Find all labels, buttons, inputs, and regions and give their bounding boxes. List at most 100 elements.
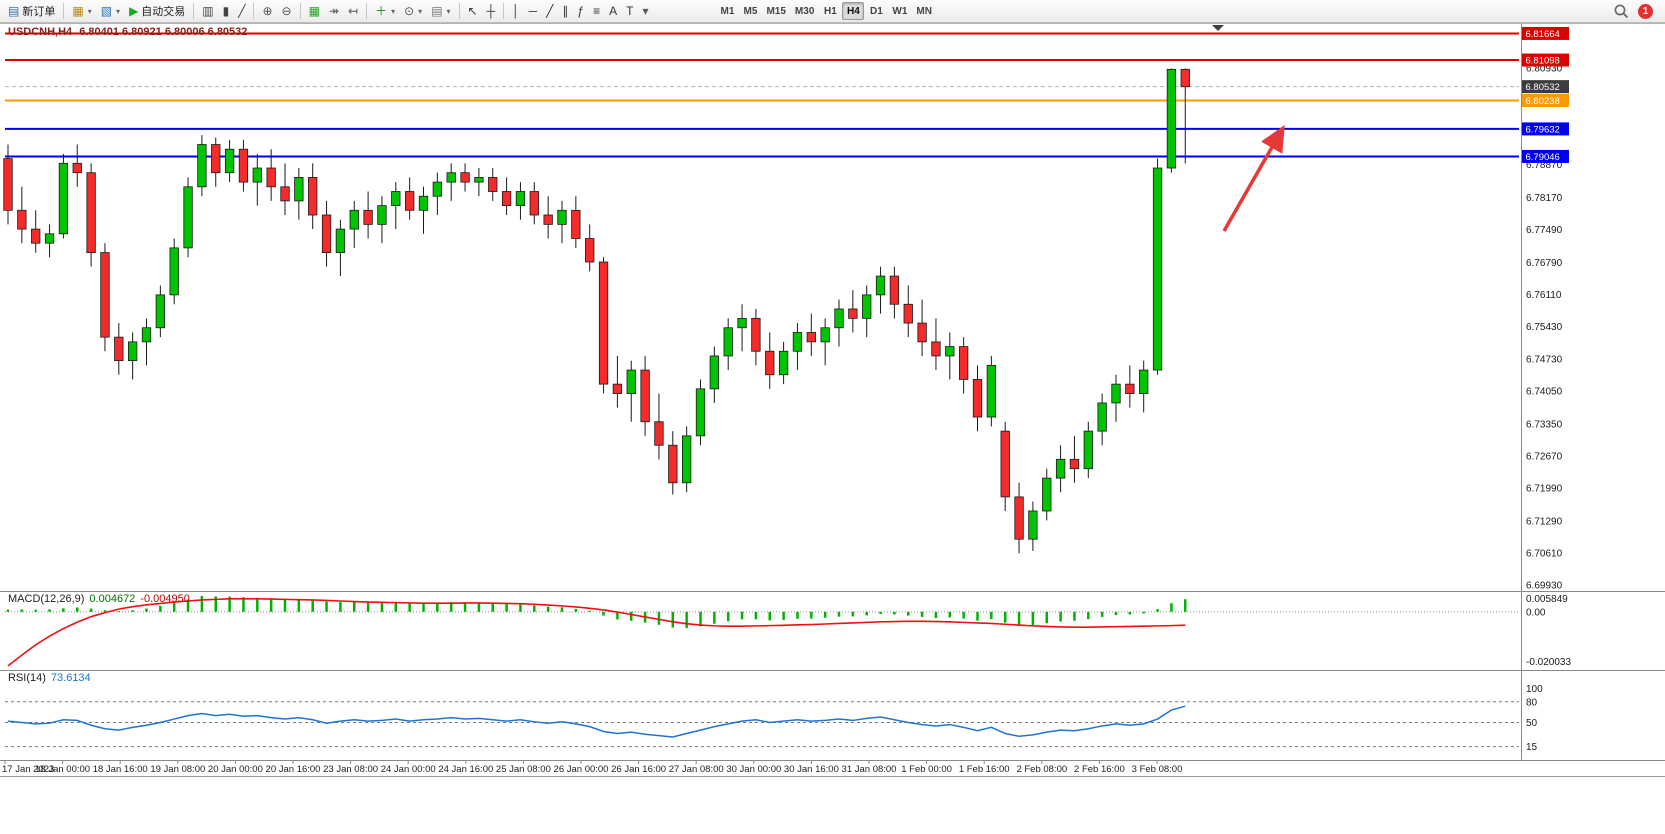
bull-candle-body [709, 355, 719, 390]
bull-candle-body [58, 162, 69, 235]
price-scale-label: 6.76790 [1526, 258, 1563, 269]
bear-candle-body [114, 336, 124, 362]
bull-candle-body [1111, 383, 1121, 404]
bear-candle-body [640, 369, 650, 423]
trendline-button[interactable]: ╱ [542, 2, 557, 21]
autotrading-button[interactable]: ▶ 自动交易 [125, 2, 189, 21]
templates-icon: ▤ [431, 4, 443, 18]
hline-price-label-box [1522, 122, 1569, 136]
price-scale-label: 6.76110 [1526, 290, 1562, 301]
indicators-button[interactable]: ＋ ▾ [371, 2, 399, 21]
cursor-button[interactable]: ↖ [464, 2, 482, 21]
timeframe-w1[interactable]: W1 [888, 2, 911, 20]
rsi-value: 73.6134 [50, 672, 91, 684]
current-price-label: 6.80532 [1526, 82, 1560, 93]
chart-plot-area[interactable] [0, 23, 1665, 777]
channel-button[interactable]: ∥ [558, 2, 572, 21]
time-axis-label: 20 Jan 16:00 [266, 764, 321, 775]
timeframe-d1[interactable]: D1 [865, 2, 887, 20]
rsi-line [7, 705, 1186, 738]
time-axis-label: 26 Jan 16:00 [611, 764, 666, 775]
text-button[interactable]: A [605, 2, 621, 21]
objects-dropdown-button[interactable]: ▾ [638, 2, 652, 21]
time-axis-label: 1 Feb 00:00 [901, 764, 952, 775]
timeframe-m30[interactable]: M30 [791, 2, 818, 20]
zoom-in-button[interactable]: ⊕ [258, 2, 276, 21]
bear-candle-body [654, 421, 664, 446]
bull-candle-body [557, 209, 567, 225]
horizontal-line-button[interactable]: ─ [525, 2, 542, 21]
timeframe-h1[interactable]: H1 [819, 2, 841, 20]
periods-icon: ⊙ [404, 4, 415, 18]
shapes-button[interactable]: ≡ [589, 2, 604, 21]
toolbar-separator [193, 3, 195, 19]
bull-candle-body [875, 275, 886, 296]
toolbar-right-group: 1 [1613, 3, 1661, 20]
profiles-button[interactable]: ▧ ▾ [97, 2, 124, 21]
hline-price-label: 6.81664 [1526, 29, 1560, 40]
price-scale[interactable]: 6.80930 6.78870 6.78170 6.77490 6.76790 6.761… [1526, 63, 1571, 753]
text-icon: A [609, 4, 618, 18]
bear-candle-body [598, 261, 609, 385]
timeframe-h4[interactable]: H4 [842, 2, 865, 20]
toolbar-separator [458, 3, 460, 19]
search-icon[interactable] [1613, 3, 1630, 20]
bar-chart-button[interactable]: ▥ [198, 2, 217, 21]
vertical-line-button[interactable]: │ [508, 2, 524, 21]
bull-candle-body [723, 327, 733, 357]
templates-button[interactable]: ▤ ▾ [427, 2, 454, 21]
bear-candle-body [86, 172, 96, 253]
price-scale-label: 6.74730 [1526, 355, 1563, 366]
bull-candle-body [474, 177, 484, 183]
periods-button[interactable]: ⊙ ▾ [400, 2, 426, 21]
bull-candle-body [391, 191, 401, 207]
symbol-period-label: USDCNH,H4 [8, 26, 73, 38]
new-order-button[interactable]: ▤ 新订单 [4, 2, 59, 21]
macd-scale-max: 0.005849 [1526, 594, 1568, 605]
macd-scale-zero: 0.00 [1526, 607, 1546, 618]
timeframe-mn[interactable]: MN [912, 2, 936, 20]
hline-price-label: 6.81098 [1526, 56, 1560, 67]
chart-shift-button[interactable]: ↤ [344, 2, 362, 21]
new-order-icon: ▤ [8, 4, 20, 18]
bull-candle-body [294, 177, 304, 202]
bull-candle-body [1055, 458, 1066, 479]
fibonacci-button[interactable]: ƒ [573, 2, 588, 21]
time-axis-label: 24 Jan 16:00 [438, 764, 493, 775]
shapes-icon: ≡ [593, 4, 601, 18]
line-chart-button[interactable]: ╱ [234, 2, 249, 21]
bull-candle-body [682, 435, 692, 484]
zoom-out-button[interactable]: ⊖ [278, 2, 296, 21]
macd-indicator-header: MACD(12,26,9) 0.004672 -0.004950 [8, 593, 195, 605]
bar-shift-marker[interactable] [1212, 25, 1224, 31]
toolbar-separator [253, 3, 255, 19]
macd-signal-line [7, 598, 1186, 667]
notification-badge[interactable]: 1 [1638, 3, 1653, 19]
zoom-in-icon: ⊕ [262, 4, 273, 18]
timeframe-m1[interactable]: M1 [716, 2, 738, 20]
auto-scroll-button[interactable]: ↠ [325, 2, 343, 21]
chart-title: USDCNH,H4 6.80401 6.80921 6.80006 6.80532 [8, 26, 254, 38]
crosshair-button[interactable]: ┼ [483, 2, 500, 21]
timeframe-m5[interactable]: M5 [739, 2, 761, 20]
label-button[interactable]: T [622, 2, 637, 21]
hline-price-label-box [1522, 93, 1569, 107]
bear-candle-body [266, 167, 276, 188]
label-icon: T [626, 4, 634, 18]
bull-candle-body [44, 233, 55, 244]
new-chart-button[interactable]: ▦ ▾ [68, 2, 95, 21]
chevron-down-icon: ▾ [87, 6, 92, 16]
time-axis-label: 30 Jan 00:00 [726, 764, 781, 775]
tile-windows-button[interactable]: ▦ [305, 2, 324, 21]
ohlc-values: 6.80401 6.80921 6.80006 6.80532 [79, 26, 248, 38]
trend-arrow[interactable] [1222, 124, 1285, 232]
chevron-down-icon: ▾ [418, 6, 423, 16]
bear-candle-body [543, 214, 553, 225]
bull-candle-body [127, 341, 138, 362]
timeframe-m15[interactable]: M15 [762, 2, 789, 20]
bull-candle-body [169, 247, 179, 296]
bull-candle-body [349, 209, 359, 230]
candlestick-button[interactable]: ▮ [219, 2, 234, 21]
